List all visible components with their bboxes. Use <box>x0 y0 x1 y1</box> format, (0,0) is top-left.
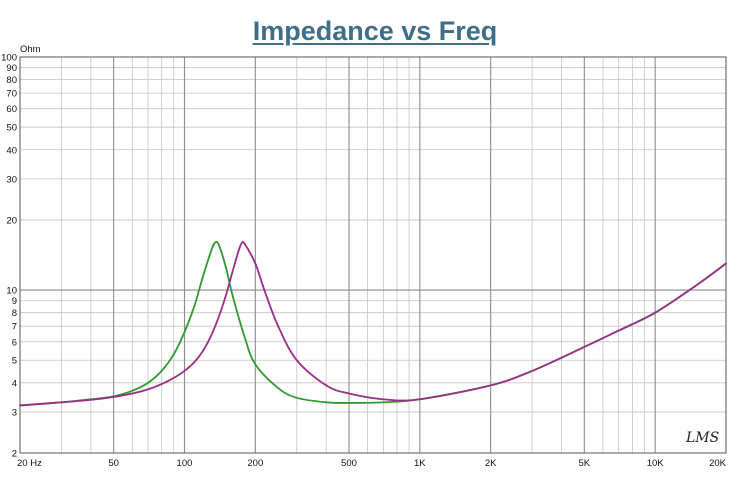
y-tick-label: 60 <box>6 104 17 115</box>
y-tick-label: 7 <box>12 322 17 333</box>
plot-frame <box>19 56 727 454</box>
y-tick-label: 4 <box>12 378 17 389</box>
y-tick-label: 70 <box>6 89 17 100</box>
x-tick-label: 500 <box>341 458 357 469</box>
y-tick-label: 30 <box>6 174 17 185</box>
x-tick-label: 20 Hz <box>17 458 42 469</box>
x-tick-label: 100 <box>177 458 193 469</box>
y-tick-label: 9 <box>12 296 17 307</box>
y-axis-unit-label: Ohm <box>20 44 41 55</box>
series-line-purple <box>19 240 727 407</box>
x-tick-label: 5K <box>579 458 591 469</box>
y-tick-label: 50 <box>6 123 17 134</box>
series-layer <box>19 240 727 407</box>
x-tick-label: 2K <box>485 458 497 469</box>
x-tick-label: 20K <box>709 458 727 469</box>
y-tick-label: 80 <box>6 75 17 86</box>
y-tick-label: 90 <box>6 63 17 74</box>
x-tick-labels: 20 Hz 50 100 200 500 1K 2K 5K 10K 20K <box>17 458 727 469</box>
y-tick-label: 10 <box>6 286 17 297</box>
y-tick-label: 2 <box>12 449 17 460</box>
x-tick-label: 50 <box>108 458 119 469</box>
y-tick-label: 40 <box>6 145 17 156</box>
y-tick-label: 3 <box>12 407 17 418</box>
plot-background <box>20 57 726 453</box>
x-tick-label: 10K <box>647 458 665 469</box>
chart-title: Impedance vs Freq <box>252 16 498 46</box>
y-tick-label: 5 <box>12 356 17 367</box>
minor-grid <box>20 57 726 453</box>
x-tick-label: 1K <box>414 458 426 469</box>
lms-watermark: LMS <box>685 430 719 446</box>
x-tick-label: 200 <box>247 458 263 469</box>
y-tick-label: 6 <box>12 337 17 348</box>
major-grid <box>20 57 726 453</box>
y-tick-label: 20 <box>6 215 17 226</box>
y-tick-label: 100 <box>1 53 17 64</box>
y-tick-label: 8 <box>12 308 17 319</box>
